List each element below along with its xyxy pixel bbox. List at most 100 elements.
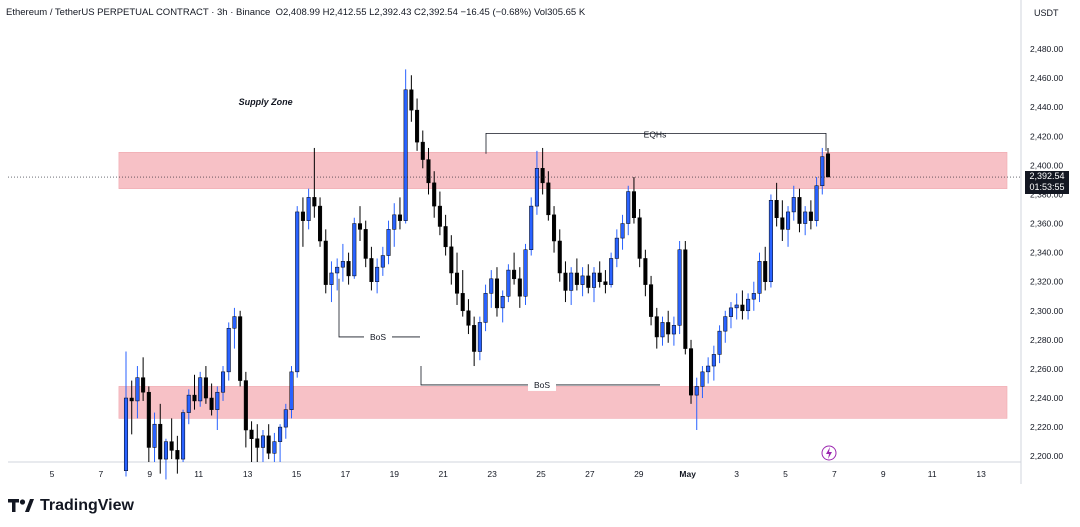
candle-body [243,380,248,431]
candle-body [352,223,357,277]
y-tick-label: 2,320.00 [1030,277,1063,287]
candle-body [591,272,597,288]
candle-body [512,269,517,280]
x-tick-label: 11 [194,469,203,479]
candle-body [449,246,454,274]
x-tick-label: 25 [536,469,546,479]
candle-body [232,316,237,329]
candle-body [283,409,288,428]
y-tick-label: 2,440.00 [1030,102,1063,112]
close-value: C2,392.54 [414,6,458,18]
x-tick-label: 21 [438,469,448,479]
candle-body [654,316,659,338]
bar-countdown: 01:53:55 [1029,182,1065,192]
candle-body [203,377,208,399]
x-tick-label: 7 [832,469,837,479]
candle-body [340,261,345,268]
x-tick-label: 9 [147,469,152,479]
candle-body [135,377,140,402]
y-tick-label: 2,380.00 [1030,189,1063,199]
candle-body [552,214,557,242]
eqhs-line [485,133,827,154]
x-tick-label: 7 [99,469,104,479]
open-value: O2,408.99 [275,6,320,18]
y-tick-label: 2,280.00 [1030,335,1063,345]
candle-body [329,272,334,285]
candle-body [569,272,574,291]
candle-body [825,153,831,178]
brand-name: TradingView [40,497,134,514]
candle-body [483,293,488,323]
y-tick-label: 2,260.00 [1030,364,1063,374]
x-tick-label: 29 [634,469,644,479]
candle-body [660,322,665,338]
candle-body [534,168,539,207]
zone-red [118,152,1008,189]
candle-body [163,441,168,460]
high-value: H2,412.55 [322,6,367,18]
candle-body [786,211,791,230]
candle-body [626,191,631,224]
candle-body [278,426,283,442]
x-tick-label: 23 [487,469,497,479]
candle-body [323,240,328,285]
candle-body [689,348,694,396]
candle-body [757,261,762,294]
x-tick-label: 13 [243,469,253,479]
candle-body [375,266,380,282]
candle-body [740,304,745,312]
x-tick-label: 15 [292,469,302,479]
symbol-header: Ethereum / TetherUS PERPETUAL CONTRACT ·… [6,3,585,21]
candle-body [129,397,134,402]
candle-body [318,205,323,242]
candle-body [221,371,226,393]
candle-body [346,261,351,277]
candle-body [529,205,534,250]
candle-body [603,281,608,285]
candle-body [620,223,625,239]
eqhs-label: EQHs [644,129,667,139]
candle-body [671,325,676,335]
candle-body [335,266,340,274]
x-tick-label: 27 [585,469,595,479]
x-tick-label: 11 [928,469,937,479]
candle-body [677,249,682,326]
candle-body [369,258,374,282]
candle-body [517,278,522,297]
candle-body [403,89,408,221]
candle-body [614,237,619,259]
bos-line-2 [420,366,660,386]
candle-body [580,275,585,285]
candle-body [637,217,642,259]
y-tick-label: 2,340.00 [1030,248,1063,258]
x-tick-label: 5 [783,469,788,479]
y-tick-label: 2,420.00 [1030,131,1063,141]
candle-body [306,197,311,221]
last-price: 2,392.54 [1029,171,1065,181]
candle-body [158,423,163,460]
candle-body [797,197,802,224]
symbol-title[interactable]: Ethereum / TetherUS PERPETUAL CONTRACT ·… [6,6,271,18]
candle-body [563,272,568,291]
x-tick-label: 13 [976,469,986,479]
y-tick-label: 2,240.00 [1030,393,1063,403]
lightning-bolt-icon [826,447,832,459]
last-price-tag: 2,392.54 01:53:55 [1025,171,1069,194]
candle-body [751,293,756,300]
candle-body [392,214,397,230]
candle-body [666,322,671,335]
tradingview-logo-icon [8,499,34,512]
candle-body [272,441,277,454]
candle-body [123,397,129,471]
candle-body [694,386,699,396]
candle-body [437,205,442,227]
candle-body [455,272,460,294]
candle-body [586,275,591,288]
y-tick-label: 2,360.00 [1030,219,1063,229]
candle-body [477,322,482,352]
volume-value: Vol305.65 K [533,6,586,18]
y-tick-label: 2,460.00 [1030,73,1063,83]
candle-body [574,272,579,285]
tradingview-brand[interactable]: TradingView [8,497,134,515]
